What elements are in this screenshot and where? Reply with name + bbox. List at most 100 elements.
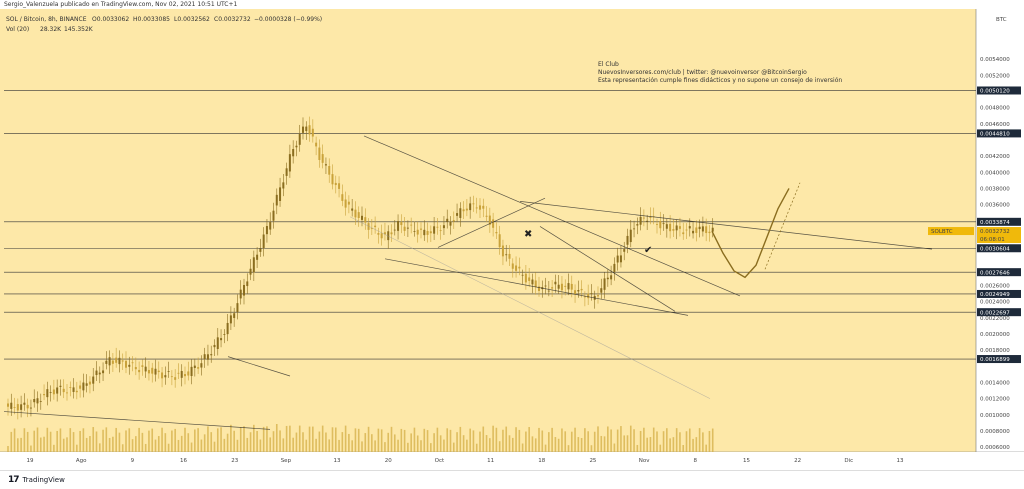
candle-body-104 bbox=[347, 201, 350, 205]
candle-body-98 bbox=[328, 165, 331, 175]
candle-body-92 bbox=[308, 125, 311, 135]
volume-bar-89 bbox=[298, 425, 301, 452]
level-label-5: 0.0024949 bbox=[980, 292, 1010, 298]
volume-bar-192 bbox=[636, 444, 639, 452]
candle-body-161 bbox=[534, 280, 537, 287]
level-label-2: 0.0033874 bbox=[980, 220, 1010, 226]
volume-bar-19 bbox=[69, 428, 72, 452]
ohlc-close: C0.0032732 bbox=[214, 16, 251, 23]
volume-bar-118 bbox=[393, 434, 396, 452]
candle-body-77 bbox=[259, 248, 262, 252]
volume-bar-156 bbox=[518, 429, 521, 452]
candle-body-30 bbox=[105, 360, 108, 364]
volume-bar-28 bbox=[98, 443, 101, 452]
annotation-line-1: NuevosInversores.com/club | twitter: @nu… bbox=[598, 69, 807, 76]
volume-bar-138 bbox=[459, 426, 462, 452]
candle-body-175 bbox=[580, 288, 583, 291]
tradingview-logo[interactable]: 17 TradingView bbox=[8, 475, 65, 485]
x-tick-10: 18 bbox=[538, 458, 545, 464]
candle-body-189 bbox=[626, 235, 629, 245]
candle-body-40 bbox=[138, 369, 141, 373]
ohlc-change: −0.0000328 (−0.99%) bbox=[254, 16, 322, 23]
volume-bar-167 bbox=[554, 437, 557, 452]
volume-bar-4 bbox=[20, 437, 22, 452]
candle-body-206 bbox=[682, 232, 685, 235]
symbol-legend: SOL / Bitcoin, 8h, BINANCE bbox=[6, 16, 87, 23]
volume-bar-206 bbox=[682, 445, 685, 452]
volume-bar-169 bbox=[561, 428, 563, 452]
volume-bar-136 bbox=[452, 442, 455, 452]
volume-bar-59 bbox=[200, 439, 203, 452]
volume-bar-127 bbox=[423, 428, 426, 452]
y-tick-14: 0.0012000 bbox=[980, 397, 1010, 403]
candle-body-106 bbox=[354, 209, 357, 218]
level-tag-7 bbox=[977, 355, 1021, 364]
candle-body-81 bbox=[272, 210, 275, 221]
candle-body-207 bbox=[685, 229, 688, 231]
volume-bar-58 bbox=[197, 428, 199, 452]
candle-body-117 bbox=[390, 232, 393, 235]
candle-body-59 bbox=[200, 363, 203, 368]
volume-bar-104 bbox=[348, 433, 350, 452]
candle-body-2 bbox=[13, 407, 16, 408]
candle-body-82 bbox=[275, 194, 278, 206]
trend-line-6 bbox=[3, 411, 271, 430]
level-label-7: 0.0016899 bbox=[980, 357, 1010, 363]
candle-body-95 bbox=[318, 147, 321, 160]
candle-body-159 bbox=[528, 277, 531, 281]
volume-bar-72 bbox=[243, 426, 245, 452]
volume-bar-69 bbox=[233, 430, 235, 452]
candle-body-76 bbox=[256, 254, 259, 260]
volume-bar-45 bbox=[154, 439, 157, 452]
volume-value-2: 145.352K bbox=[64, 26, 94, 33]
candle-body-100 bbox=[334, 182, 337, 186]
volume-bar-187 bbox=[620, 426, 622, 452]
candle-body-147 bbox=[488, 215, 491, 225]
volume-bar-40 bbox=[138, 427, 140, 452]
volume-bar-32 bbox=[112, 436, 114, 452]
volume-bar-100 bbox=[334, 427, 337, 452]
candle-body-8 bbox=[33, 399, 36, 403]
candle-body-90 bbox=[302, 126, 304, 133]
candle-body-160 bbox=[531, 279, 534, 285]
chart-canvas[interactable]: SOL / Bitcoin, 8h, BINANCE O0.0033062 H0.0… bbox=[0, 9, 1024, 470]
volume-bar-115 bbox=[384, 442, 386, 452]
candle-body-137 bbox=[456, 213, 459, 216]
candle-body-86 bbox=[288, 154, 291, 172]
tradingview-brand: TradingView bbox=[22, 476, 65, 484]
candle-body-167 bbox=[554, 281, 557, 285]
candle-body-19 bbox=[69, 387, 72, 388]
candle-body-190 bbox=[629, 229, 632, 243]
candle-body-74 bbox=[249, 268, 252, 275]
candle-body-62 bbox=[210, 354, 213, 356]
volume-bar-30 bbox=[105, 427, 108, 452]
candle-body-28 bbox=[98, 372, 101, 375]
candle-body-180 bbox=[597, 295, 599, 297]
candle-body-27 bbox=[95, 370, 98, 376]
candle-body-113 bbox=[377, 233, 380, 235]
candle-body-214 bbox=[708, 231, 711, 234]
candle-body-45 bbox=[154, 368, 157, 375]
candle-body-115 bbox=[383, 232, 386, 235]
volume-bar-86 bbox=[289, 425, 291, 452]
candle-body-103 bbox=[344, 199, 347, 208]
candle-body-155 bbox=[515, 265, 518, 271]
candle-body-195 bbox=[646, 220, 649, 222]
volume-bar-34 bbox=[118, 432, 121, 452]
volume-bar-97 bbox=[325, 432, 327, 452]
volume-bar-12 bbox=[46, 427, 49, 452]
projection-dashed bbox=[764, 182, 801, 270]
candle-body-89 bbox=[298, 133, 301, 145]
volume-bar-92 bbox=[308, 426, 311, 452]
ohlc-low: L0.0032562 bbox=[174, 16, 210, 23]
volume-bar-213 bbox=[705, 444, 707, 452]
candle-body-17 bbox=[62, 388, 65, 393]
volume-bar-77 bbox=[259, 439, 262, 452]
volume-bar-126 bbox=[420, 440, 422, 452]
volume-bar-73 bbox=[246, 437, 249, 452]
candle-body-96 bbox=[321, 154, 324, 163]
volume-bar-193 bbox=[639, 430, 642, 452]
volume-bar-52 bbox=[177, 439, 180, 452]
candle-body-29 bbox=[102, 370, 105, 374]
volume-bar-177 bbox=[587, 431, 589, 452]
